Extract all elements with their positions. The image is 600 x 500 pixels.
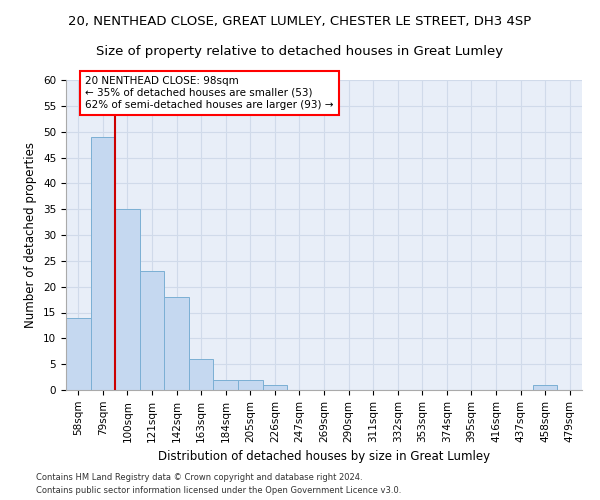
Bar: [189, 359, 214, 390]
Bar: [214, 380, 238, 390]
Bar: [238, 380, 263, 390]
Text: 20, NENTHEAD CLOSE, GREAT LUMLEY, CHESTER LE STREET, DH3 4SP: 20, NENTHEAD CLOSE, GREAT LUMLEY, CHESTE…: [68, 15, 532, 28]
Bar: [66, 318, 91, 390]
Y-axis label: Number of detached properties: Number of detached properties: [25, 142, 37, 328]
Text: Contains HM Land Registry data © Crown copyright and database right 2024.: Contains HM Land Registry data © Crown c…: [36, 474, 362, 482]
Bar: [164, 297, 189, 390]
Bar: [115, 209, 140, 390]
Bar: [263, 385, 287, 390]
Text: 20 NENTHEAD CLOSE: 98sqm
← 35% of detached houses are smaller (53)
62% of semi-d: 20 NENTHEAD CLOSE: 98sqm ← 35% of detach…: [85, 76, 334, 110]
Text: Size of property relative to detached houses in Great Lumley: Size of property relative to detached ho…: [97, 45, 503, 58]
Bar: [140, 271, 164, 390]
Text: Contains public sector information licensed under the Open Government Licence v3: Contains public sector information licen…: [36, 486, 401, 495]
X-axis label: Distribution of detached houses by size in Great Lumley: Distribution of detached houses by size …: [158, 450, 490, 463]
Bar: [533, 385, 557, 390]
Bar: [91, 137, 115, 390]
